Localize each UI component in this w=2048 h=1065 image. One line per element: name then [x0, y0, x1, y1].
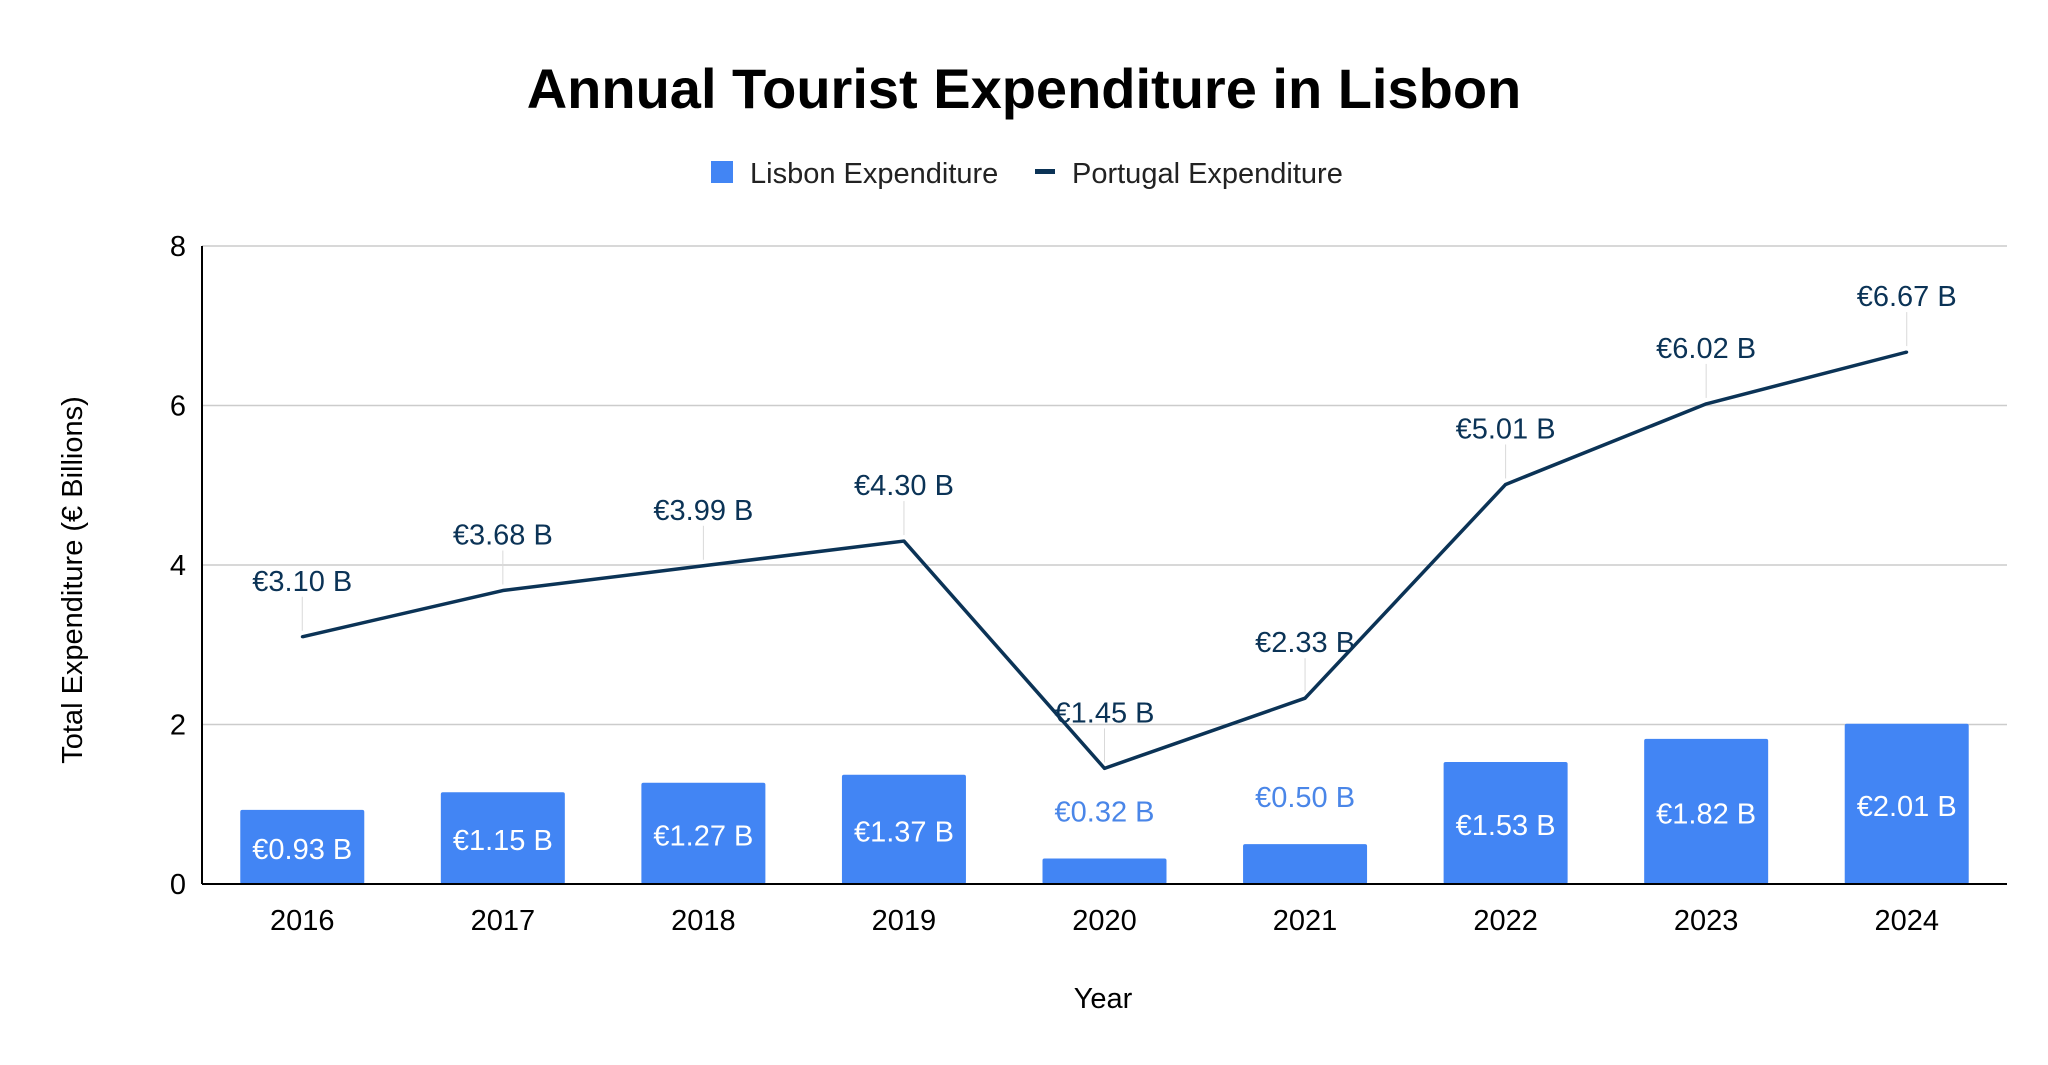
line-value-label: €3.99 B: [653, 495, 753, 527]
bar-value-label: €1.53 B: [1456, 810, 1556, 842]
line-value-label: €3.68 B: [453, 520, 553, 552]
line-value-label: €2.33 B: [1255, 627, 1355, 659]
bar-2022[interactable]: [1443, 761, 1568, 884]
chart-title: Annual Tourist Expenditure in Lisbon: [527, 57, 1522, 120]
line-portugal: [300, 350, 1909, 771]
axes: [201, 246, 2007, 885]
line-value-label: €6.02 B: [1656, 333, 1756, 365]
legend-label-lisbon: Lisbon Expenditure: [750, 158, 998, 190]
legend-swatch-lisbon: [711, 161, 733, 183]
line-point-2024[interactable]: [1905, 350, 1909, 354]
x-axis-ticks: 2016 2017 2018 2019 2020 2021 2022 2023 2024: [270, 905, 1939, 937]
bar-value-label: €1.82 B: [1656, 798, 1756, 830]
x-tick-label: 2017: [471, 905, 536, 937]
x-axis-label: Year: [1074, 983, 1133, 1015]
line-point-2019[interactable]: [902, 539, 906, 543]
line-point-2016[interactable]: [300, 635, 304, 639]
bar-value-label: €1.37 B: [854, 816, 954, 848]
bar-value-label: €2.01 B: [1857, 791, 1957, 823]
bar-2016[interactable]: [240, 809, 365, 884]
bar-2023[interactable]: [1644, 738, 1769, 884]
y-axis-ticks: 0 2 4 6 8: [170, 231, 186, 901]
bar-value-label: €0.50 B: [1255, 782, 1355, 814]
bar-2024[interactable]: [1844, 723, 1969, 884]
bar-value-label: €0.93 B: [252, 834, 352, 866]
bar-value-label: €1.15 B: [453, 825, 553, 857]
x-tick-label: 2024: [1874, 905, 1939, 937]
line-point-2020[interactable]: [1103, 766, 1106, 770]
line-value-label: €3.10 B: [252, 566, 352, 598]
bars-lisbon: [240, 723, 1969, 884]
x-tick-label: 2019: [872, 905, 937, 937]
legend-item-portugal[interactable]: Portugal Expenditure: [1035, 158, 1343, 190]
y-tick-label: 0: [170, 869, 186, 901]
legend-swatch-portugal: [1035, 169, 1055, 174]
line-value-label: €5.01 B: [1456, 413, 1556, 445]
x-tick-label: 2016: [270, 905, 335, 937]
legend-label-portugal: Portugal Expenditure: [1072, 158, 1343, 190]
bar-2017[interactable]: [440, 792, 565, 884]
x-tick-label: 2020: [1072, 905, 1137, 937]
y-tick-label: 2: [170, 710, 186, 742]
x-tick-label: 2018: [671, 905, 736, 937]
x-tick-label: 2023: [1674, 905, 1739, 937]
data-labels: €0.93 B €1.15 B €1.27 B €1.37 B €0.32 B €0.50…: [252, 281, 1956, 866]
line-point-2022[interactable]: [1504, 482, 1508, 486]
bar-value-label: €1.27 B: [653, 820, 753, 852]
x-tick-label: 2022: [1473, 905, 1538, 937]
y-tick-label: 4: [170, 550, 186, 582]
legend-item-lisbon[interactable]: Lisbon Expenditure: [711, 158, 998, 190]
y-axis-label: Total Expenditure (€ Billions): [57, 396, 89, 764]
bar-2018[interactable]: [641, 782, 766, 884]
bar-value-label: €0.32 B: [1055, 796, 1155, 828]
y-tick-label: 8: [170, 231, 186, 263]
bar-2020[interactable]: [1042, 858, 1167, 884]
line-point-2017[interactable]: [501, 589, 505, 593]
bar-2019[interactable]: [841, 774, 966, 884]
bar-2021[interactable]: [1243, 844, 1368, 884]
x-tick-label: 2021: [1273, 905, 1338, 937]
legend: Lisbon Expenditure Portugal Expenditure: [711, 158, 1343, 190]
line-point-2018[interactable]: [701, 564, 705, 568]
line-point-2023[interactable]: [1704, 402, 1708, 406]
line-point-2021[interactable]: [1303, 696, 1307, 700]
line-value-label: €6.67 B: [1857, 281, 1957, 313]
y-tick-label: 6: [170, 391, 186, 423]
line-value-label: €4.30 B: [854, 470, 954, 502]
gridlines: [202, 245, 2007, 726]
line-value-label: €1.45 B: [1055, 697, 1155, 729]
